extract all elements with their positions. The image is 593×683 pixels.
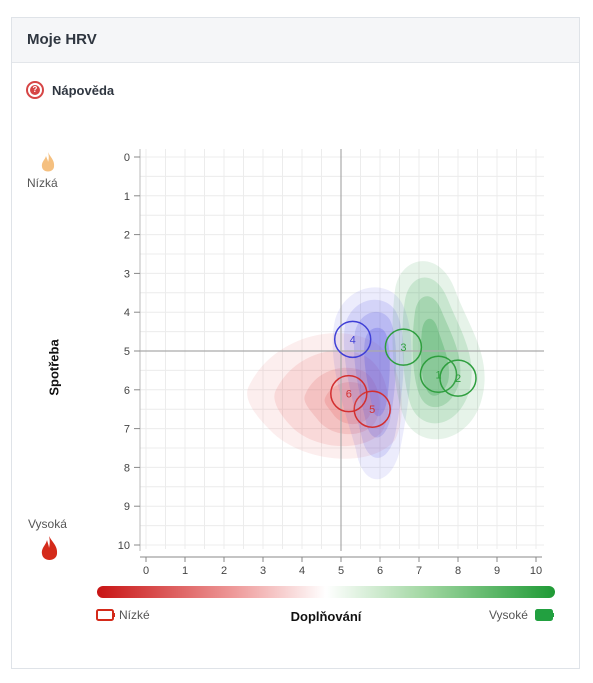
data-point <box>419 355 458 394</box>
data-point-label: 4 <box>350 334 356 346</box>
data-points: 1 2 3 4 5 6 <box>330 320 477 428</box>
x-tick-label: 10 <box>530 565 542 577</box>
data-point <box>333 320 372 359</box>
x-tick-label: 1 <box>182 565 188 577</box>
hrv-card: Moje HRV <box>11 17 580 669</box>
x-tick-label: 4 <box>299 565 305 577</box>
flame-low-icon <box>41 152 55 172</box>
y-tick-label: 2 <box>124 230 130 242</box>
reference-lines <box>140 149 544 551</box>
y-tick-label: 9 <box>124 501 130 513</box>
flame-high-icon <box>41 536 58 560</box>
x-tick-label: 6 <box>377 565 383 577</box>
y-tick-label: 4 <box>124 307 130 319</box>
x-axis-title: Doplňování <box>290 609 362 624</box>
consumption-scale <box>41 152 58 560</box>
data-point-label: 1 <box>435 369 441 381</box>
data-point-label: 6 <box>346 389 352 401</box>
data-point-label: 5 <box>369 404 375 416</box>
y-tick-label: 3 <box>124 268 130 280</box>
x-tick-label: 2 <box>221 565 227 577</box>
x-tick-label: 9 <box>494 565 500 577</box>
x-tick-label: 8 <box>455 565 461 577</box>
x-tick-label: 0 <box>143 565 149 577</box>
data-point <box>353 390 391 428</box>
data-point <box>439 359 477 397</box>
data-point <box>384 328 423 366</box>
axes: 0 1 2 3 4 5 6 7 8 9 10 0 1 2 3 4 5 6 7 8 9 10 <box>118 149 542 577</box>
x-low-label: Nízké <box>119 608 150 622</box>
y-tick-label: 10 <box>118 540 130 552</box>
data-point <box>330 374 368 413</box>
y-tick-label: 7 <box>124 424 130 436</box>
density-clouds <box>247 261 485 480</box>
data-point-label: 2 <box>455 373 461 385</box>
y-tick-label: 5 <box>124 346 130 358</box>
y-low-label: Nízká <box>27 176 58 190</box>
y-tick-label: 1 <box>124 191 130 203</box>
x-tick-label: 5 <box>338 565 344 577</box>
x-high-label: Vysoké <box>489 608 528 622</box>
card-header: Moje HRV <box>12 18 579 63</box>
y-high-label: Vysoká <box>28 517 67 531</box>
data-point-label: 3 <box>400 342 406 354</box>
help-label: Nápověda <box>52 82 115 98</box>
help-link[interactable]: ? Nápověda <box>26 80 114 100</box>
y-tick-label: 0 <box>124 152 130 164</box>
battery-high-icon <box>535 609 554 621</box>
x-tick-label: 3 <box>260 565 266 577</box>
y-tick-label: 8 <box>124 462 130 474</box>
help-circle-icon: ? <box>26 81 44 99</box>
replenishment-scale <box>97 586 555 598</box>
x-tick-label: 7 <box>416 565 422 577</box>
y-tick-label: 6 <box>124 385 130 397</box>
card-title: Moje HRV <box>27 31 97 48</box>
battery-low-icon <box>96 609 115 621</box>
